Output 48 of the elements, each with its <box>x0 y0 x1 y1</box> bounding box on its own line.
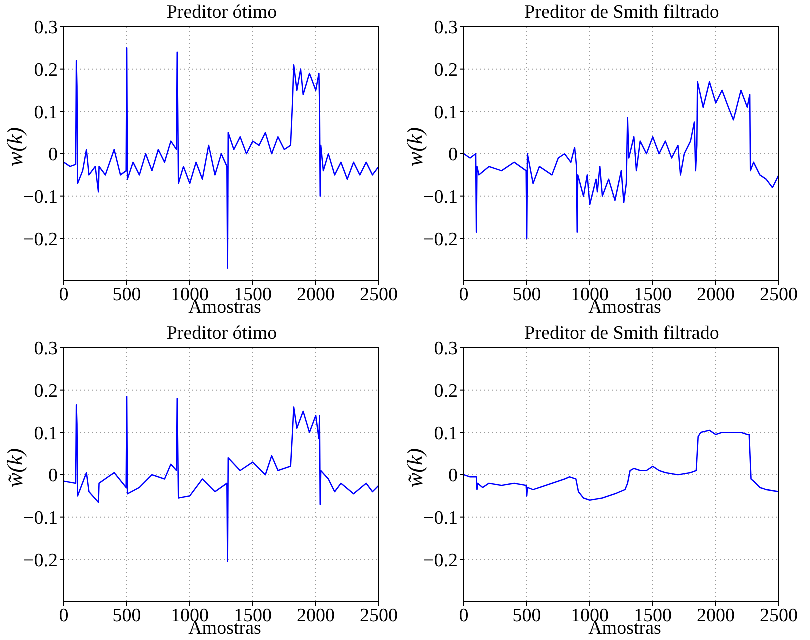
x-tick-label: 2000 <box>297 284 335 306</box>
y-tick-label: −0.1 <box>24 187 58 208</box>
y-tick-label: 0 <box>48 466 58 487</box>
chart-title: Preditor de Smith filtrado <box>524 2 720 24</box>
line-series <box>464 81 779 240</box>
y-tick-label: 0.3 <box>34 338 58 360</box>
chart-title: Preditor de Smith filtrado <box>524 323 720 345</box>
line-series <box>64 48 379 269</box>
y-tick-label: −0.2 <box>24 229 58 250</box>
x-tick-label: 500 <box>112 284 142 306</box>
y-tick-label: 0 <box>448 144 458 166</box>
y-tick-label: 0.3 <box>434 338 458 360</box>
x-tick-label: 500 <box>112 605 142 626</box>
y-axis-title: w̃(k) <box>403 448 429 488</box>
line-series <box>464 430 779 502</box>
y-tick-label: −0.1 <box>424 508 458 530</box>
line-series <box>64 396 379 562</box>
y-tick-label: 0.1 <box>434 423 458 444</box>
x-tick-label: 2000 <box>697 605 735 626</box>
y-tick-label: −0.1 <box>24 508 58 530</box>
y-tick-label: 0.1 <box>34 423 58 444</box>
y-tick-label: 0.3 <box>434 18 458 39</box>
x-tick-label: 2500 <box>360 605 398 626</box>
x-tick-label: 500 <box>512 605 542 626</box>
y-axis-title: w(k) <box>403 127 429 167</box>
y-tick-label: −0.1 <box>424 187 458 208</box>
x-tick-label: 2000 <box>697 284 735 306</box>
y-tick-label: −0.2 <box>424 550 458 572</box>
y-axis-title: w̃(k) <box>3 448 29 488</box>
y-tick-label: 0 <box>448 466 458 487</box>
y-tick-label: 0.2 <box>34 60 58 82</box>
x-tick-label: 2000 <box>297 605 335 626</box>
y-tick-label: 0.2 <box>434 381 458 402</box>
x-tick-label: 2500 <box>760 284 798 306</box>
y-tick-label: 0.1 <box>34 102 58 124</box>
y-tick-label: 0 <box>48 144 58 166</box>
y-tick-label: −0.2 <box>424 229 458 250</box>
y-tick-label: 0.3 <box>34 18 58 39</box>
x-tick-label: 2500 <box>760 605 798 626</box>
x-tick-label: 2500 <box>360 284 398 306</box>
x-tick-label: 500 <box>512 284 542 306</box>
y-tick-label: −0.2 <box>24 550 58 572</box>
chart-title: Preditor ótimo <box>166 323 278 345</box>
y-tick-label: 0.2 <box>434 60 458 82</box>
y-tick-label: 0.2 <box>34 381 58 402</box>
y-axis-title: w(k) <box>3 127 29 167</box>
chart-title: Preditor ótimo <box>166 2 278 24</box>
y-tick-label: 0.1 <box>434 102 458 124</box>
